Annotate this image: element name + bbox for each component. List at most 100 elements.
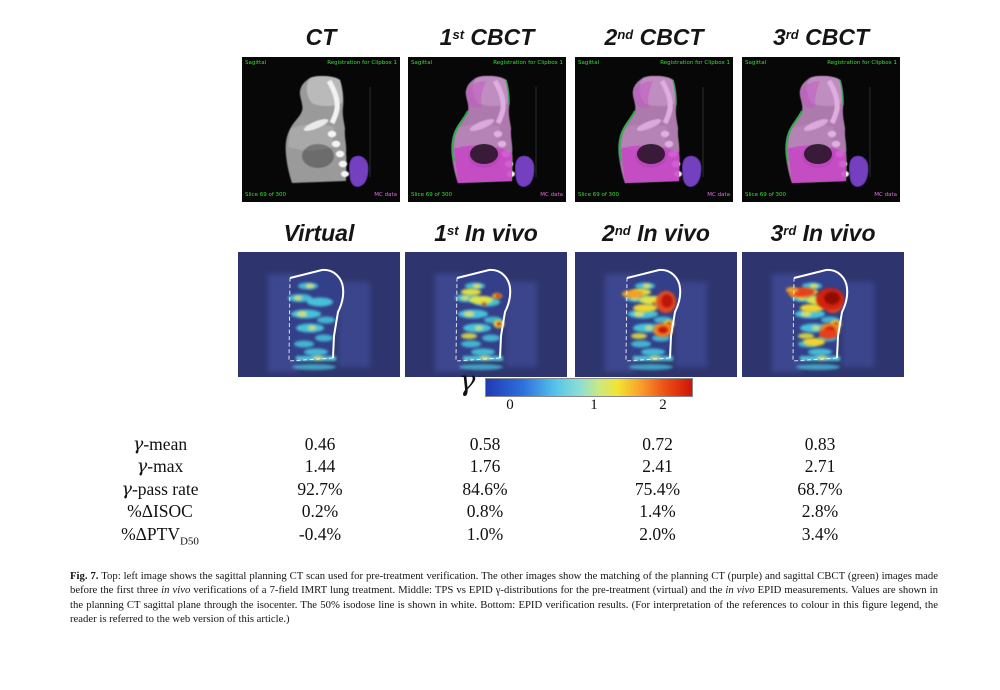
value-cell: 2.41: [642, 456, 673, 477]
chest-region: [288, 124, 334, 151]
gamma-panel-1st-invivo: [405, 252, 567, 377]
gamma-distribution-image: [405, 252, 567, 377]
value-cell: 1.0%: [466, 523, 504, 544]
isodose-50-contour-back: [792, 277, 838, 362]
label-num: 3: [770, 220, 784, 246]
lung-pocket: [804, 144, 832, 164]
scan-panel-ct: Sagittal Registration for Clipbox 1 Slic…: [242, 57, 400, 202]
column-label-1st-invivo: 1st In vivo: [405, 220, 567, 250]
gamma-panel-virtual: [238, 252, 400, 377]
clavicle: [303, 119, 329, 131]
gamma-colorbar: [485, 378, 693, 397]
sagittal-scan-image: [242, 57, 400, 202]
cbct-green-edge-right: [672, 79, 677, 106]
value-cell: 75.4%: [634, 478, 681, 499]
label-ordinal: rd: [783, 223, 797, 238]
value-cell: 92.7%: [297, 478, 343, 499]
head-region: [806, 75, 843, 106]
caption-segment: in vivo: [725, 584, 755, 597]
column-label-virtual: Virtual: [238, 220, 400, 250]
label-num: 3: [772, 24, 786, 50]
scan-slice-label: Slice 69 of 300: [745, 192, 786, 198]
row-label: γ-pass rate: [70, 478, 250, 500]
scan-slice-label: Slice 69 of 300: [245, 192, 286, 198]
sagittal-scan-image: [408, 57, 566, 202]
value-cell: 0.58: [469, 434, 501, 454]
gamma-blobs-medium: [461, 288, 505, 339]
spine: [492, 79, 506, 125]
head-region: [639, 75, 676, 106]
column-label-3rd-cbct: 3rd CBCT: [742, 24, 900, 54]
couch-marker-purple: [682, 155, 702, 187]
scan-panel-3rd-cbct: Sagittal Registration for Clipbox 1 Slic…: [742, 57, 900, 202]
couch-marker-purple: [849, 155, 869, 187]
caption-segment: Fig. 7.: [70, 570, 99, 582]
row-label-greek: γ: [136, 457, 148, 478]
lung-pocket: [637, 144, 665, 164]
label-text: CT: [305, 24, 337, 50]
scan-orientation-label: Sagittal: [745, 60, 767, 66]
label-text: Virtual: [283, 220, 355, 246]
row-label: γ-max: [70, 455, 250, 477]
caption-segment: verifications of a 7-field IMRT lung tre…: [190, 584, 726, 597]
scan-panel-2nd-cbct: Sagittal Registration for Clipbox 1 Slic…: [575, 57, 733, 202]
gamma-distribution-image: [238, 252, 400, 377]
value-cell: 3.4%: [801, 523, 839, 544]
label-text: CBCT: [633, 24, 704, 50]
isodose-50-contour: [456, 268, 512, 359]
label-text: In vivo: [796, 220, 876, 246]
label-text: In vivo: [458, 220, 538, 246]
neck-magenta: [466, 81, 486, 108]
value-cell: 0.2%: [301, 501, 339, 522]
cbct-green-edge: [618, 110, 636, 162]
label-ordinal: st: [452, 27, 465, 42]
gamma-distribution-image: [575, 252, 737, 377]
column-label-3rd-invivo: 3rd In vivo: [742, 220, 904, 250]
isodose-50-contour: [626, 268, 682, 359]
value-cell: 1.76: [469, 456, 501, 477]
label-ordinal: nd: [617, 27, 634, 42]
lung-dark-region: [302, 144, 334, 168]
row-label: %ΔISOC: [70, 500, 250, 522]
cbct-green-edge-right: [505, 79, 510, 106]
scan-mcdata-label: MC data: [540, 192, 563, 198]
value-cell: 68.7%: [797, 478, 843, 499]
chest-region: [788, 124, 834, 151]
sagittal-scan-image: [575, 57, 733, 202]
row-label-sub: D50: [179, 535, 199, 548]
row-label-text: -pass rate: [131, 478, 199, 499]
label-text: CBCT: [798, 24, 870, 50]
gamma-blobs-high: [622, 290, 676, 337]
scan-registration-label: Registration for Clipbox 1: [827, 60, 897, 66]
value-cell: 2.0%: [639, 523, 676, 544]
caption-segment: in vivo: [161, 584, 191, 597]
row-label-text: %ΔPTV: [121, 523, 180, 544]
value-cell: 2.8%: [801, 501, 839, 522]
scan-panel-1st-cbct: Sagittal Registration for Clipbox 1 Slic…: [408, 57, 566, 202]
gamma-blobs-severe: [786, 287, 844, 346]
scan-mcdata-label: MC data: [707, 192, 730, 198]
spine: [659, 79, 673, 125]
column-label-2nd-invivo: 2nd In vivo: [575, 220, 737, 250]
caption-segment: EPID measurements. Values are shown in t…: [70, 584, 938, 625]
scan-registration-label: Registration for Clipbox 1: [327, 60, 397, 66]
gamma-blobs-low: [288, 282, 336, 370]
gamma-symbol: γ: [458, 364, 476, 397]
chest-region: [454, 124, 500, 151]
value-cell: -0.4%: [298, 523, 342, 544]
results-table: γ-mean 0.46 0.58 0.72 0.83 γ-max 1.44 1.…: [70, 433, 905, 548]
clavicle: [803, 119, 829, 131]
scan-registration-label: Registration for Clipbox 1: [493, 60, 563, 66]
colorbar-tick-0: 0: [506, 397, 514, 413]
head-region: [472, 75, 509, 106]
gamma-blobs-low: [455, 282, 503, 370]
gamma-panel-3rd-invivo: [742, 252, 904, 377]
scan-orientation-label: Sagittal: [411, 60, 433, 66]
value-cell: 0.83: [804, 434, 836, 454]
value-cell: 84.6%: [462, 478, 508, 499]
row-label-greek: γ: [121, 479, 132, 500]
label-text: CBCT: [464, 24, 535, 50]
value-cell: 1.4%: [639, 501, 676, 522]
isodose-50-contour-back: [625, 277, 671, 362]
label-ordinal: st: [446, 223, 459, 238]
